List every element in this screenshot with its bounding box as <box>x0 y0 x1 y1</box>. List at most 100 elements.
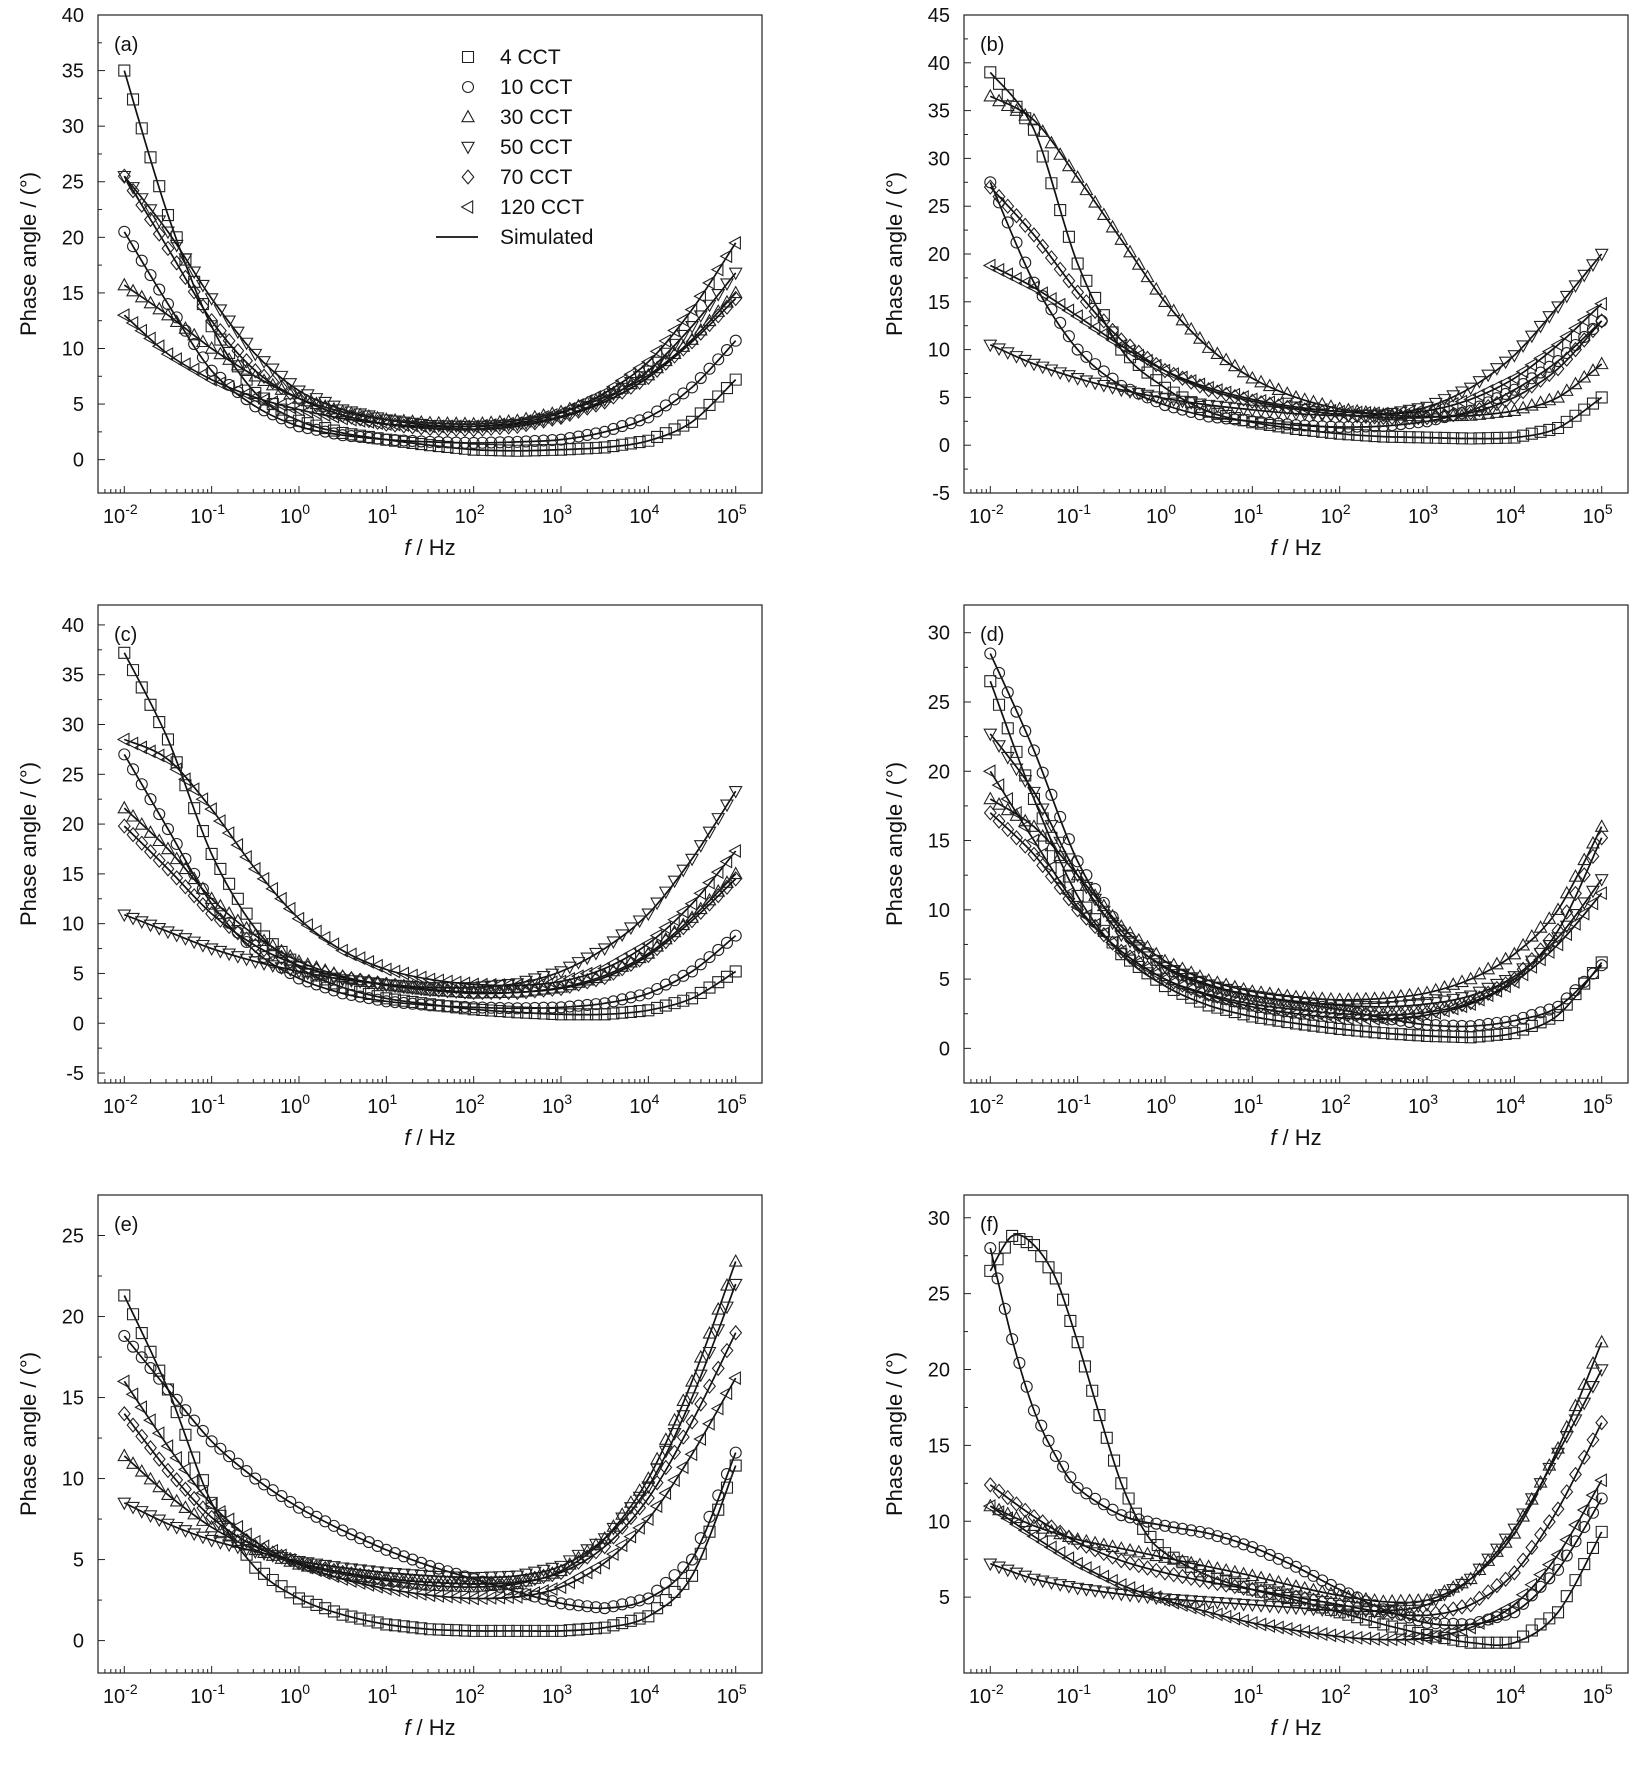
data-point <box>126 93 140 106</box>
data-point <box>1368 1603 1382 1619</box>
data-point <box>1020 1235 1033 1249</box>
data-point <box>675 313 689 328</box>
data-point <box>414 1569 429 1583</box>
data-point <box>1490 1611 1503 1624</box>
data-point <box>1358 1631 1372 1646</box>
data-point <box>1157 393 1172 406</box>
data-point <box>1297 996 1312 1010</box>
data-point <box>432 1574 446 1591</box>
data-point <box>527 1585 541 1600</box>
data-point <box>1577 332 1591 348</box>
data-point <box>536 1564 551 1578</box>
data-point <box>1508 383 1521 396</box>
data-point <box>1079 910 1093 926</box>
data-point <box>432 436 445 449</box>
data-point <box>640 936 654 951</box>
data-point <box>667 1412 682 1426</box>
data-point <box>676 1393 691 1407</box>
data-point <box>1053 367 1068 381</box>
data-point <box>397 996 410 1009</box>
data-point <box>179 1404 192 1417</box>
data-point <box>1062 273 1076 289</box>
data-point <box>1438 1019 1451 1032</box>
data-point <box>991 1272 1004 1285</box>
data-point <box>1542 911 1557 924</box>
data-point <box>1236 390 1249 404</box>
data-point <box>1472 376 1487 389</box>
data-point <box>1245 1599 1260 1613</box>
data-point <box>729 373 742 386</box>
data-point <box>1009 1567 1024 1581</box>
data-point <box>1402 987 1417 1001</box>
data-point <box>1044 838 1059 852</box>
x-tick-label: 103 <box>1408 501 1438 528</box>
data-point <box>1000 267 1013 282</box>
data-point <box>222 332 236 349</box>
series-10-cct <box>984 1242 1608 1631</box>
data-point <box>720 299 734 315</box>
data-point <box>1192 377 1206 392</box>
data-point <box>1533 920 1548 933</box>
data-point <box>214 862 227 875</box>
legend-marker-diamond <box>461 169 475 185</box>
data-point <box>1167 1566 1181 1583</box>
data-point <box>572 1623 585 1636</box>
data-point <box>257 958 272 971</box>
data-point <box>1517 429 1530 442</box>
data-point <box>169 1493 184 1507</box>
data-point <box>1020 1380 1033 1393</box>
data-point <box>1586 322 1600 339</box>
data-point <box>1042 1434 1055 1447</box>
data-point <box>1341 1000 1356 1014</box>
data-point <box>118 1329 131 1343</box>
data-point <box>633 1594 646 1607</box>
data-point <box>1393 1632 1407 1646</box>
data-point <box>1237 1580 1251 1596</box>
data-point <box>213 346 228 360</box>
data-point <box>188 1451 201 1464</box>
data-point <box>353 1564 368 1578</box>
data-point <box>1515 1587 1529 1602</box>
data-point <box>1018 217 1032 234</box>
data-point <box>1149 391 1164 405</box>
plot-frame <box>97 14 763 494</box>
data-point <box>1088 377 1103 391</box>
data-point <box>1419 1631 1433 1646</box>
data-point <box>1019 725 1032 738</box>
data-point <box>256 392 270 407</box>
data-point <box>1525 951 1539 968</box>
plot-frame <box>97 604 763 1084</box>
data-point <box>352 1575 366 1590</box>
data-point <box>177 1462 191 1477</box>
data-point <box>1377 1027 1390 1040</box>
data-point <box>1123 925 1138 939</box>
data-point <box>441 1000 454 1013</box>
data-point <box>702 299 717 313</box>
data-point <box>1499 1027 1512 1040</box>
data-point <box>256 871 270 886</box>
data-point <box>1114 384 1129 398</box>
data-point <box>1089 291 1102 305</box>
data-point <box>441 436 454 449</box>
data-point <box>1482 1613 1495 1626</box>
data-point <box>509 415 523 430</box>
data-point <box>1307 424 1320 437</box>
data-point <box>1078 908 1092 923</box>
data-point <box>1524 397 1539 411</box>
data-point <box>247 861 261 876</box>
data-point <box>1358 1001 1373 1014</box>
data-point <box>1150 374 1163 387</box>
data-point <box>161 240 175 257</box>
data-point <box>1534 942 1548 958</box>
data-point <box>1551 355 1565 368</box>
series-70-cct <box>983 179 1609 426</box>
data-point <box>992 740 1007 753</box>
data-point <box>1254 1570 1269 1584</box>
y-tick-label: 20 <box>62 227 84 249</box>
data-point <box>1096 898 1111 912</box>
data-point <box>152 1451 166 1467</box>
data-point <box>1471 1615 1485 1630</box>
data-point <box>1594 886 1607 901</box>
data-point <box>283 948 298 962</box>
data-point <box>1551 1447 1566 1461</box>
